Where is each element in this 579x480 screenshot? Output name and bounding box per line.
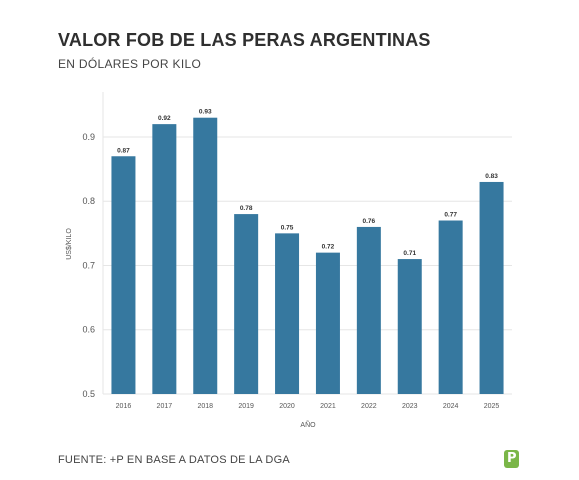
bar-2021: [315, 252, 340, 394]
x-tick-label: 2024: [443, 403, 459, 410]
x-tick-label: 2020: [279, 403, 295, 410]
x-tick-label: 2017: [157, 403, 173, 410]
bar-value-label: 0.87: [117, 147, 130, 154]
y-tick-label: 0.6: [82, 325, 95, 335]
y-tick-label: 0.7: [82, 260, 95, 270]
y-tick-label: 0.8: [82, 196, 95, 206]
bar-value-label: 0.75: [281, 224, 294, 231]
x-tick-label: 2021: [320, 403, 336, 410]
x-tick-label: 2018: [197, 403, 213, 410]
bar-value-label: 0.71: [403, 250, 416, 257]
bar-value-label: 0.72: [322, 244, 335, 251]
y-tick-label: 0.9: [82, 132, 95, 142]
bar-2018: [193, 117, 218, 395]
y-axis-title: US$/KILO: [66, 228, 73, 260]
bar-2022: [356, 226, 381, 394]
source-note: FUENTE: +P EN BASE A DATOS DE LA DGA: [58, 454, 290, 466]
chart-subtitle: EN DÓLARES POR KILO: [58, 57, 202, 71]
bar-2024: [438, 220, 463, 394]
bar-value-label: 0.92: [158, 115, 171, 122]
bar-value-label: 0.77: [444, 212, 457, 219]
p-brand-logo-icon: P: [504, 450, 519, 468]
y-axis: 0.5 0.6 0.7 0.8 0.9: [82, 92, 104, 399]
bar-value-label: 0.93: [199, 109, 212, 116]
bar-2019: [234, 214, 259, 394]
bar-value-label: 0.78: [240, 205, 253, 212]
x-tick-label: 2022: [361, 403, 377, 410]
bar-value-label: 0.83: [485, 173, 498, 180]
x-tick-label: 2016: [116, 403, 132, 410]
bars: [111, 117, 504, 395]
bar-2017: [152, 124, 177, 395]
x-tick-label: 2023: [402, 403, 418, 410]
x-tick-label: 2025: [484, 403, 500, 410]
logo-glyph: P: [507, 451, 517, 466]
bar-2016: [111, 156, 136, 394]
bar-2025: [479, 181, 504, 394]
x-tick-label: 2019: [238, 403, 254, 410]
x-axis-title: AÑO: [300, 420, 316, 429]
bar-2023: [397, 259, 422, 394]
x-axis: 2016 2017 2018 2019 2020 2021 2022 2023 2024 2025: [116, 403, 500, 410]
bar-2020: [275, 233, 300, 394]
bar-value-labels: 0.87 0.92 0.93 0.78 0.75 0.72 0.76 0.71 0.77 0.83: [117, 109, 498, 257]
chart-title: VALOR FOB DE LAS PERAS ARGENTINAS: [58, 30, 431, 50]
y-tick-label: 0.5: [82, 389, 95, 399]
bar-value-label: 0.76: [363, 218, 376, 225]
